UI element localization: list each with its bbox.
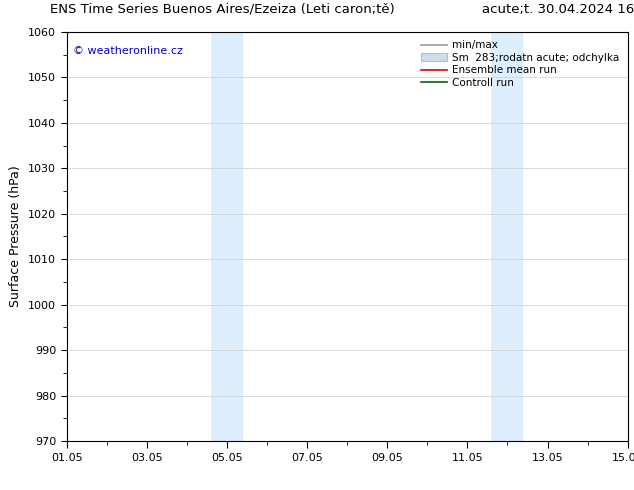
Bar bbox=[211, 32, 243, 441]
Text: acute;t. 30.04.2024 16 UTC: acute;t. 30.04.2024 16 UTC bbox=[482, 2, 634, 16]
Y-axis label: Surface Pressure (hPa): Surface Pressure (hPa) bbox=[10, 166, 22, 307]
Bar bbox=[491, 32, 524, 441]
Text: ENS Time Series Buenos Aires/Ezeiza (Leti caron;tě): ENS Time Series Buenos Aires/Ezeiza (Let… bbox=[49, 2, 394, 16]
Legend: min/max, Sm  283;rodatn acute; odchylka, Ensemble mean run, Controll run: min/max, Sm 283;rodatn acute; odchylka, … bbox=[418, 37, 623, 91]
Text: © weatheronline.cz: © weatheronline.cz bbox=[74, 46, 183, 56]
